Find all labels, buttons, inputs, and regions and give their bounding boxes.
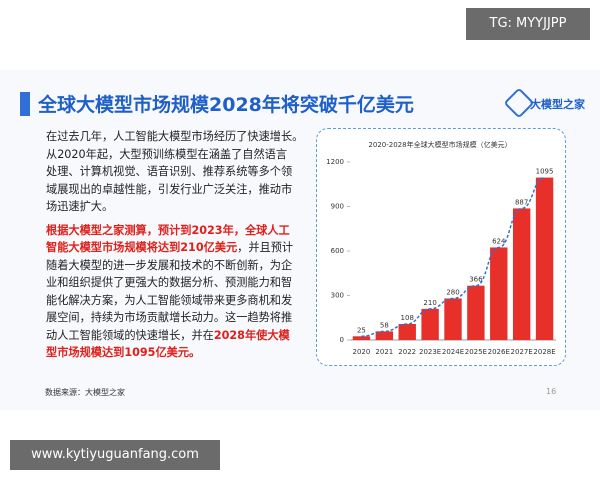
y-tick-label: 900 [331, 203, 344, 211]
highlight-text: 2028年使大模 [213, 328, 290, 342]
value-label: 366 [469, 276, 483, 284]
bar [375, 331, 394, 340]
watermark: TG: MYYJJPP [466, 8, 590, 40]
text: 域展现出的卓越性能，引发行业广泛关注，推动市 [46, 182, 293, 196]
bar [535, 177, 554, 340]
bar [467, 285, 485, 340]
trend-line [361, 176, 545, 338]
x-tick-label: 2027E [511, 348, 533, 356]
x-tick-label: 2026E [488, 348, 510, 356]
text-line: 能化解决方案，为人工智能领域带来更多商机和发 [46, 292, 292, 308]
text: 业和组织提供了更强大的数据分析、预测能力和智 [46, 276, 293, 289]
value-label: 25 [357, 326, 366, 334]
text-line: 处理、计算机视觉、语音识别、推荐系统等多个领 [46, 163, 292, 179]
text: 从2020年起，大型预训练模型在涵盖了自然语言 [46, 147, 288, 161]
text-line: 动人工智能领域的快速增长，并在2028年使大模 [46, 327, 290, 343]
x-tick-label: 2023E [419, 348, 441, 356]
x-tick-label: 2025E [465, 348, 487, 356]
bar [421, 308, 439, 340]
text-line: 业和组织提供了更强大的数据分析、预测能力和智 [46, 274, 292, 290]
text-line: 随着大模型的进一步发展和技术的不断创新，为企 [46, 257, 292, 273]
value-label: 887 [515, 198, 528, 206]
value-label: 108 [401, 314, 414, 322]
text: 在过去几年，人工智能大模型市场经历了快速增长。 [46, 130, 304, 143]
slide-title: 全球大模型市场规模2028年将突破千亿美元 [38, 94, 414, 116]
text-line: 根据大模型之家测算，预计到2023年，全球人工 [46, 222, 290, 238]
bar [490, 247, 508, 340]
watermark: www.kytiyuguanfang.com [10, 440, 220, 470]
logo: 大模型之家 [530, 98, 585, 111]
text-line: 展空间，持续为市场贡献增长动力。这一趋势将推 [46, 309, 292, 325]
value-label: 58 [380, 321, 389, 329]
text: 展空间，持续为市场贡献增长动力。这一趋势将推 [46, 311, 293, 324]
source: 数据来源：大模型之家 [45, 388, 125, 397]
text: 动人工智能领域的快速增长，并在 [46, 328, 214, 342]
text-line: 从2020年起，大型预训练模型在涵盖了自然语言 [46, 146, 287, 162]
bar [444, 298, 462, 340]
text-line: 域展现出的卓越性能，引发行业广泛关注，推动市 [46, 181, 292, 197]
text-line: 在过去几年，人工智能大模型市场经历了快速增长。 [46, 128, 303, 144]
text: ，并且预计 [237, 241, 294, 254]
x-tick-label: 2028E [533, 348, 555, 356]
bar [398, 323, 416, 340]
x-tick-label: 2021 [375, 348, 393, 356]
text-line: 型市场规模达到1095亿美元。 [46, 344, 200, 360]
chart-title: 2020-2028年全球大模型市场规模（亿美元） [368, 140, 511, 149]
value-label: 210 [423, 299, 436, 307]
bar [512, 208, 531, 340]
y-tick-label: 1200 [326, 158, 344, 166]
highlight-text: 型市场规模达到1095亿美元。 [46, 346, 201, 359]
text: 场迅速扩大。 [46, 200, 114, 213]
x-tick-label: 2022 [398, 348, 416, 356]
highlight-text: 智能大模型市场规模将达到210亿美元 [46, 241, 238, 254]
highlight-text: 根据大模型之家测算，预计到2023年，全球人工 [46, 223, 290, 237]
value-label: 624 [492, 237, 506, 245]
text-line: 场迅速扩大。 [46, 198, 113, 214]
y-tick-label: 600 [331, 247, 344, 255]
text: 处理、计算机视觉、语音识别、推荐系统等多个领 [46, 165, 293, 178]
x-tick-label: 2024E [442, 348, 464, 356]
title-accent [20, 92, 30, 116]
page-number: 16 [546, 387, 557, 396]
text: 能化解决方案，为人工智能领域带来更多商机和发 [46, 293, 293, 307]
chart: 2020-2028年全球大模型市场规模（亿美元） 0 300 600 900 1200 2… [326, 140, 556, 356]
y-tick-label: 0 [340, 336, 344, 344]
y-tick-label: 300 [331, 292, 344, 300]
text: 随着大模型的进一步发展和技术的不断创新，为企 [46, 258, 293, 272]
value-label: 1095 [536, 168, 554, 176]
x-tick-label: 2020 [353, 348, 371, 356]
value-label: 280 [446, 288, 459, 296]
bar [352, 336, 371, 340]
text-line: 智能大模型市场规模将达到210亿美元，并且预计 [46, 239, 293, 255]
